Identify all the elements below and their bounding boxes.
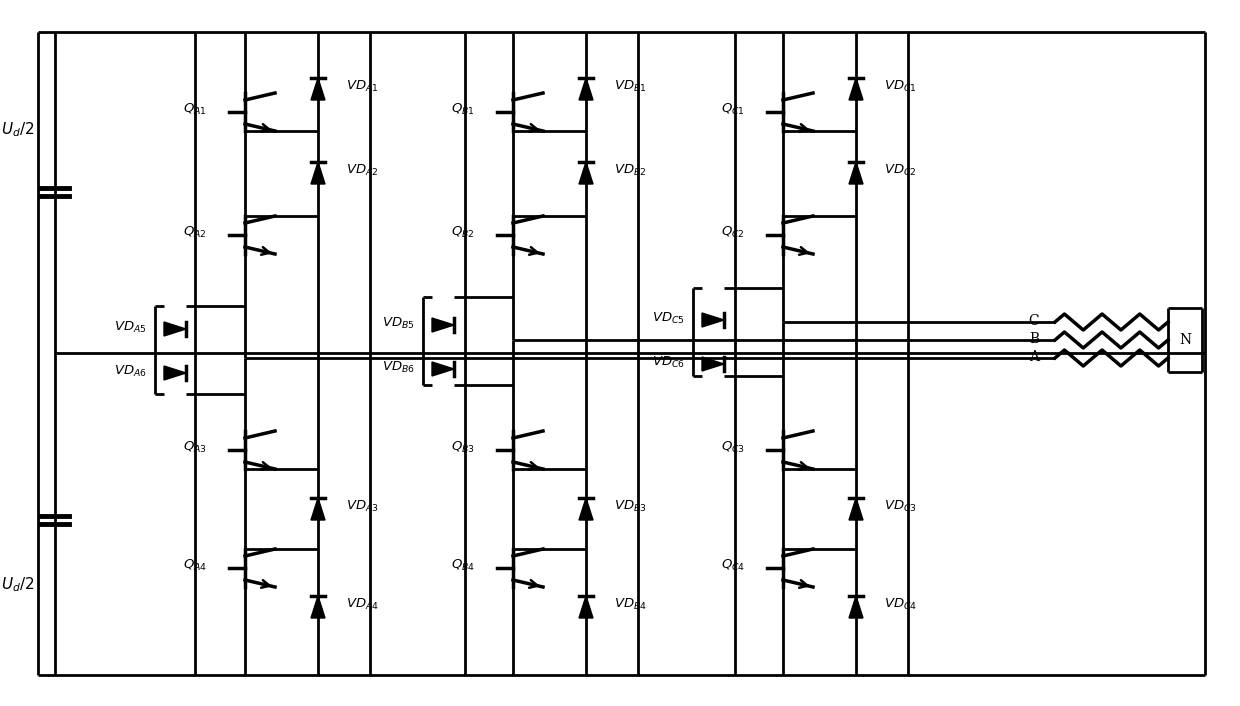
Text: $Q_{A4}$: $Q_{A4}$	[182, 558, 207, 573]
Text: $VD_{C5}$: $VD_{C5}$	[652, 311, 684, 325]
Text: C: C	[1028, 314, 1039, 328]
Polygon shape	[311, 162, 325, 184]
Text: $VD_{B2}$: $VD_{B2}$	[614, 162, 646, 177]
Polygon shape	[702, 313, 724, 327]
Text: $Q_{C3}$: $Q_{C3}$	[720, 439, 745, 455]
Text: $U_d/2$: $U_d/2$	[1, 575, 35, 594]
Polygon shape	[579, 596, 593, 618]
Text: $VD_{B3}$: $VD_{B3}$	[614, 498, 647, 513]
Text: $Q_{C4}$: $Q_{C4}$	[720, 558, 745, 573]
Text: $VD_{B6}$: $VD_{B6}$	[382, 359, 415, 375]
Polygon shape	[311, 78, 325, 100]
Polygon shape	[849, 78, 863, 100]
Text: $VD_{B5}$: $VD_{B5}$	[382, 316, 415, 330]
Text: $U_d/2$: $U_d/2$	[1, 121, 35, 139]
Text: $VD_{B1}$: $VD_{B1}$	[614, 78, 646, 94]
Polygon shape	[164, 322, 186, 336]
Polygon shape	[432, 362, 454, 376]
Text: $Q_{A3}$: $Q_{A3}$	[184, 439, 207, 455]
Polygon shape	[579, 78, 593, 100]
Polygon shape	[432, 318, 454, 332]
Text: $Q_{A2}$: $Q_{A2}$	[184, 225, 207, 239]
Text: $Q_{B3}$: $Q_{B3}$	[451, 439, 475, 455]
Polygon shape	[849, 498, 863, 520]
Polygon shape	[164, 366, 186, 380]
Text: $VD_{A5}$: $VD_{A5}$	[114, 319, 148, 335]
Text: $VD_{B4}$: $VD_{B4}$	[614, 597, 647, 611]
Text: $Q_{B2}$: $Q_{B2}$	[451, 225, 475, 239]
Polygon shape	[849, 596, 863, 618]
Polygon shape	[579, 498, 593, 520]
Text: $Q_{C1}$: $Q_{C1}$	[722, 102, 745, 116]
Text: $VD_{C2}$: $VD_{C2}$	[884, 162, 916, 177]
Text: $VD_{C6}$: $VD_{C6}$	[652, 354, 684, 369]
Polygon shape	[579, 162, 593, 184]
Text: $VD_{A3}$: $VD_{A3}$	[346, 498, 378, 513]
Polygon shape	[849, 162, 863, 184]
Text: $VD_{A6}$: $VD_{A6}$	[114, 364, 148, 378]
Text: $VD_{A2}$: $VD_{A2}$	[346, 162, 378, 177]
Text: $Q_{B1}$: $Q_{B1}$	[451, 102, 475, 116]
Text: B: B	[1029, 332, 1039, 346]
Text: $VD_{C4}$: $VD_{C4}$	[884, 597, 918, 611]
Polygon shape	[311, 498, 325, 520]
Text: $VD_{A4}$: $VD_{A4}$	[346, 597, 379, 611]
Text: $Q_{C2}$: $Q_{C2}$	[722, 225, 745, 239]
Text: N: N	[1179, 333, 1192, 347]
Text: $Q_{A1}$: $Q_{A1}$	[184, 102, 207, 116]
Polygon shape	[311, 596, 325, 618]
Text: A: A	[1029, 350, 1039, 364]
Text: $Q_{B4}$: $Q_{B4}$	[451, 558, 475, 573]
Text: $VD_{C1}$: $VD_{C1}$	[884, 78, 916, 94]
Text: $VD_{A1}$: $VD_{A1}$	[346, 78, 378, 94]
Text: $VD_{C3}$: $VD_{C3}$	[884, 498, 916, 513]
Polygon shape	[702, 357, 724, 371]
